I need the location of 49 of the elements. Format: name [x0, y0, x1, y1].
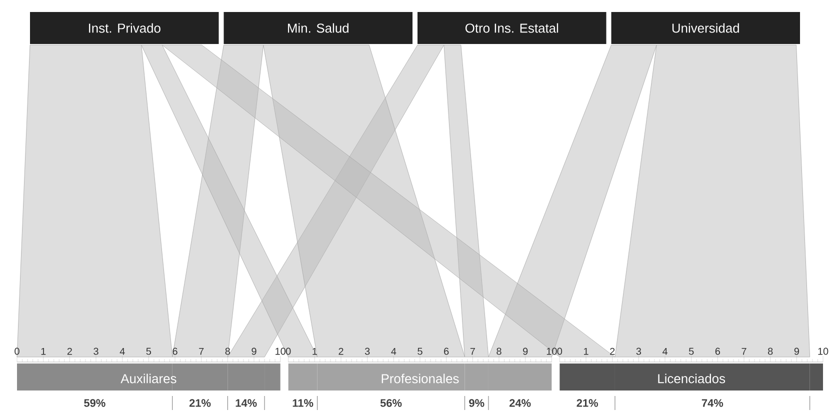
x-tick-label: 1 [312, 348, 317, 355]
x-tick-label: 3 [636, 348, 642, 355]
text: 24% [509, 399, 531, 407]
text: 56% [380, 399, 402, 407]
text: 74% [702, 399, 724, 407]
text: Licenciados [658, 374, 726, 384]
x-tick-label: 4 [662, 348, 668, 355]
category-label: Universidad [672, 23, 739, 33]
x-tick-label: 9 [523, 348, 528, 355]
x-tick-label: 0 [286, 348, 291, 355]
text: 21% [576, 399, 598, 407]
x-tick-label: 9 [794, 348, 799, 355]
x-tick-label: 8 [225, 348, 230, 355]
x-tick-label: 7 [742, 348, 746, 355]
x-tick-label: 3 [94, 348, 98, 355]
x-tick-label: 9 [252, 348, 256, 355]
x-tick-label: 5 [418, 348, 422, 355]
x-tick-label: 4 [391, 348, 396, 355]
x-tick-label: 1 [41, 348, 46, 355]
x-tick-label: 10 [546, 348, 557, 355]
x-tick-label: 3 [364, 348, 370, 355]
x-tick-label: 2 [338, 348, 344, 355]
x-tick-label: 6 [444, 348, 449, 355]
text: 21% [189, 399, 211, 407]
category-label: Otro Ins. Estatal [465, 23, 558, 33]
x-tick-label: 0 [557, 348, 562, 355]
x-tick-label: 7 [199, 348, 204, 355]
x-tick-label: 2 [610, 348, 615, 355]
text: 11% [292, 399, 314, 407]
x-tick-label: 10 [818, 348, 828, 355]
text: 14% [236, 399, 257, 407]
x-tick-label: 5 [688, 348, 694, 355]
x-tick-label: 8 [768, 348, 773, 355]
x-tick-label: 0 [14, 348, 20, 355]
x-tick-label: 8 [496, 348, 502, 355]
x-tick-label: 7 [470, 348, 475, 355]
x-tick-label: 10 [276, 348, 286, 355]
category-label: Min. Salud [288, 23, 348, 33]
category-label: Inst. Privado [88, 23, 160, 33]
x-tick-label: 2 [67, 348, 72, 355]
x-tick-label: 6 [172, 348, 178, 355]
text: Auxiliares [120, 374, 176, 384]
x-tick-label: 1 [584, 348, 588, 355]
x-tick-label: 6 [715, 348, 720, 355]
x-tick-label: 5 [146, 348, 152, 355]
text: Profesionales [382, 374, 459, 384]
text: 9% [469, 399, 484, 407]
x-tick-label: 4 [120, 348, 125, 355]
text: 59% [84, 399, 106, 407]
